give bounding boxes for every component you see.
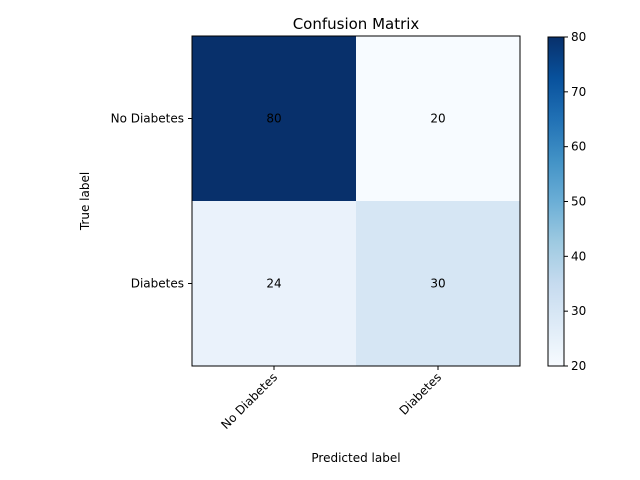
matrix-cells: 80 20 24 30 bbox=[192, 36, 520, 366]
y-axis-label: True label bbox=[78, 172, 92, 231]
colorbar-tick-label: 70 bbox=[571, 85, 586, 99]
colorbar-tick-label: 40 bbox=[571, 249, 586, 263]
x-tick-label: Diabetes bbox=[397, 370, 445, 418]
colorbar-tick-label: 80 bbox=[571, 30, 586, 44]
y-tick-label: No Diabetes bbox=[111, 112, 184, 126]
x-axis-label: Predicted label bbox=[311, 451, 400, 465]
x-ticks: No Diabetes Diabetes bbox=[218, 366, 444, 432]
colorbar-tick-label: 20 bbox=[571, 359, 586, 373]
cell-1-0 bbox=[192, 201, 356, 366]
cell-value-1-1: 30 bbox=[430, 277, 445, 291]
colorbar bbox=[547, 36, 565, 367]
colorbar-tick-label: 60 bbox=[571, 140, 586, 154]
colorbar-ticks: 20 30 40 50 60 70 80 bbox=[564, 30, 586, 373]
cell-value-1-0: 24 bbox=[266, 277, 281, 291]
matrix-frame bbox=[191, 35, 521, 367]
cell-value-0-0: 80 bbox=[266, 112, 281, 126]
chart-title: Confusion Matrix bbox=[293, 15, 420, 33]
cell-1-1 bbox=[356, 201, 520, 366]
cell-value-0-1: 20 bbox=[430, 112, 445, 126]
colorbar-tick-label: 50 bbox=[571, 195, 586, 209]
x-tick-label: No Diabetes bbox=[218, 370, 280, 432]
cell-0-0 bbox=[192, 36, 356, 201]
y-ticks: No Diabetes Diabetes bbox=[111, 112, 192, 291]
y-tick-label: Diabetes bbox=[131, 277, 184, 291]
cell-0-1 bbox=[356, 36, 520, 201]
colorbar-tick-label: 30 bbox=[571, 304, 586, 318]
